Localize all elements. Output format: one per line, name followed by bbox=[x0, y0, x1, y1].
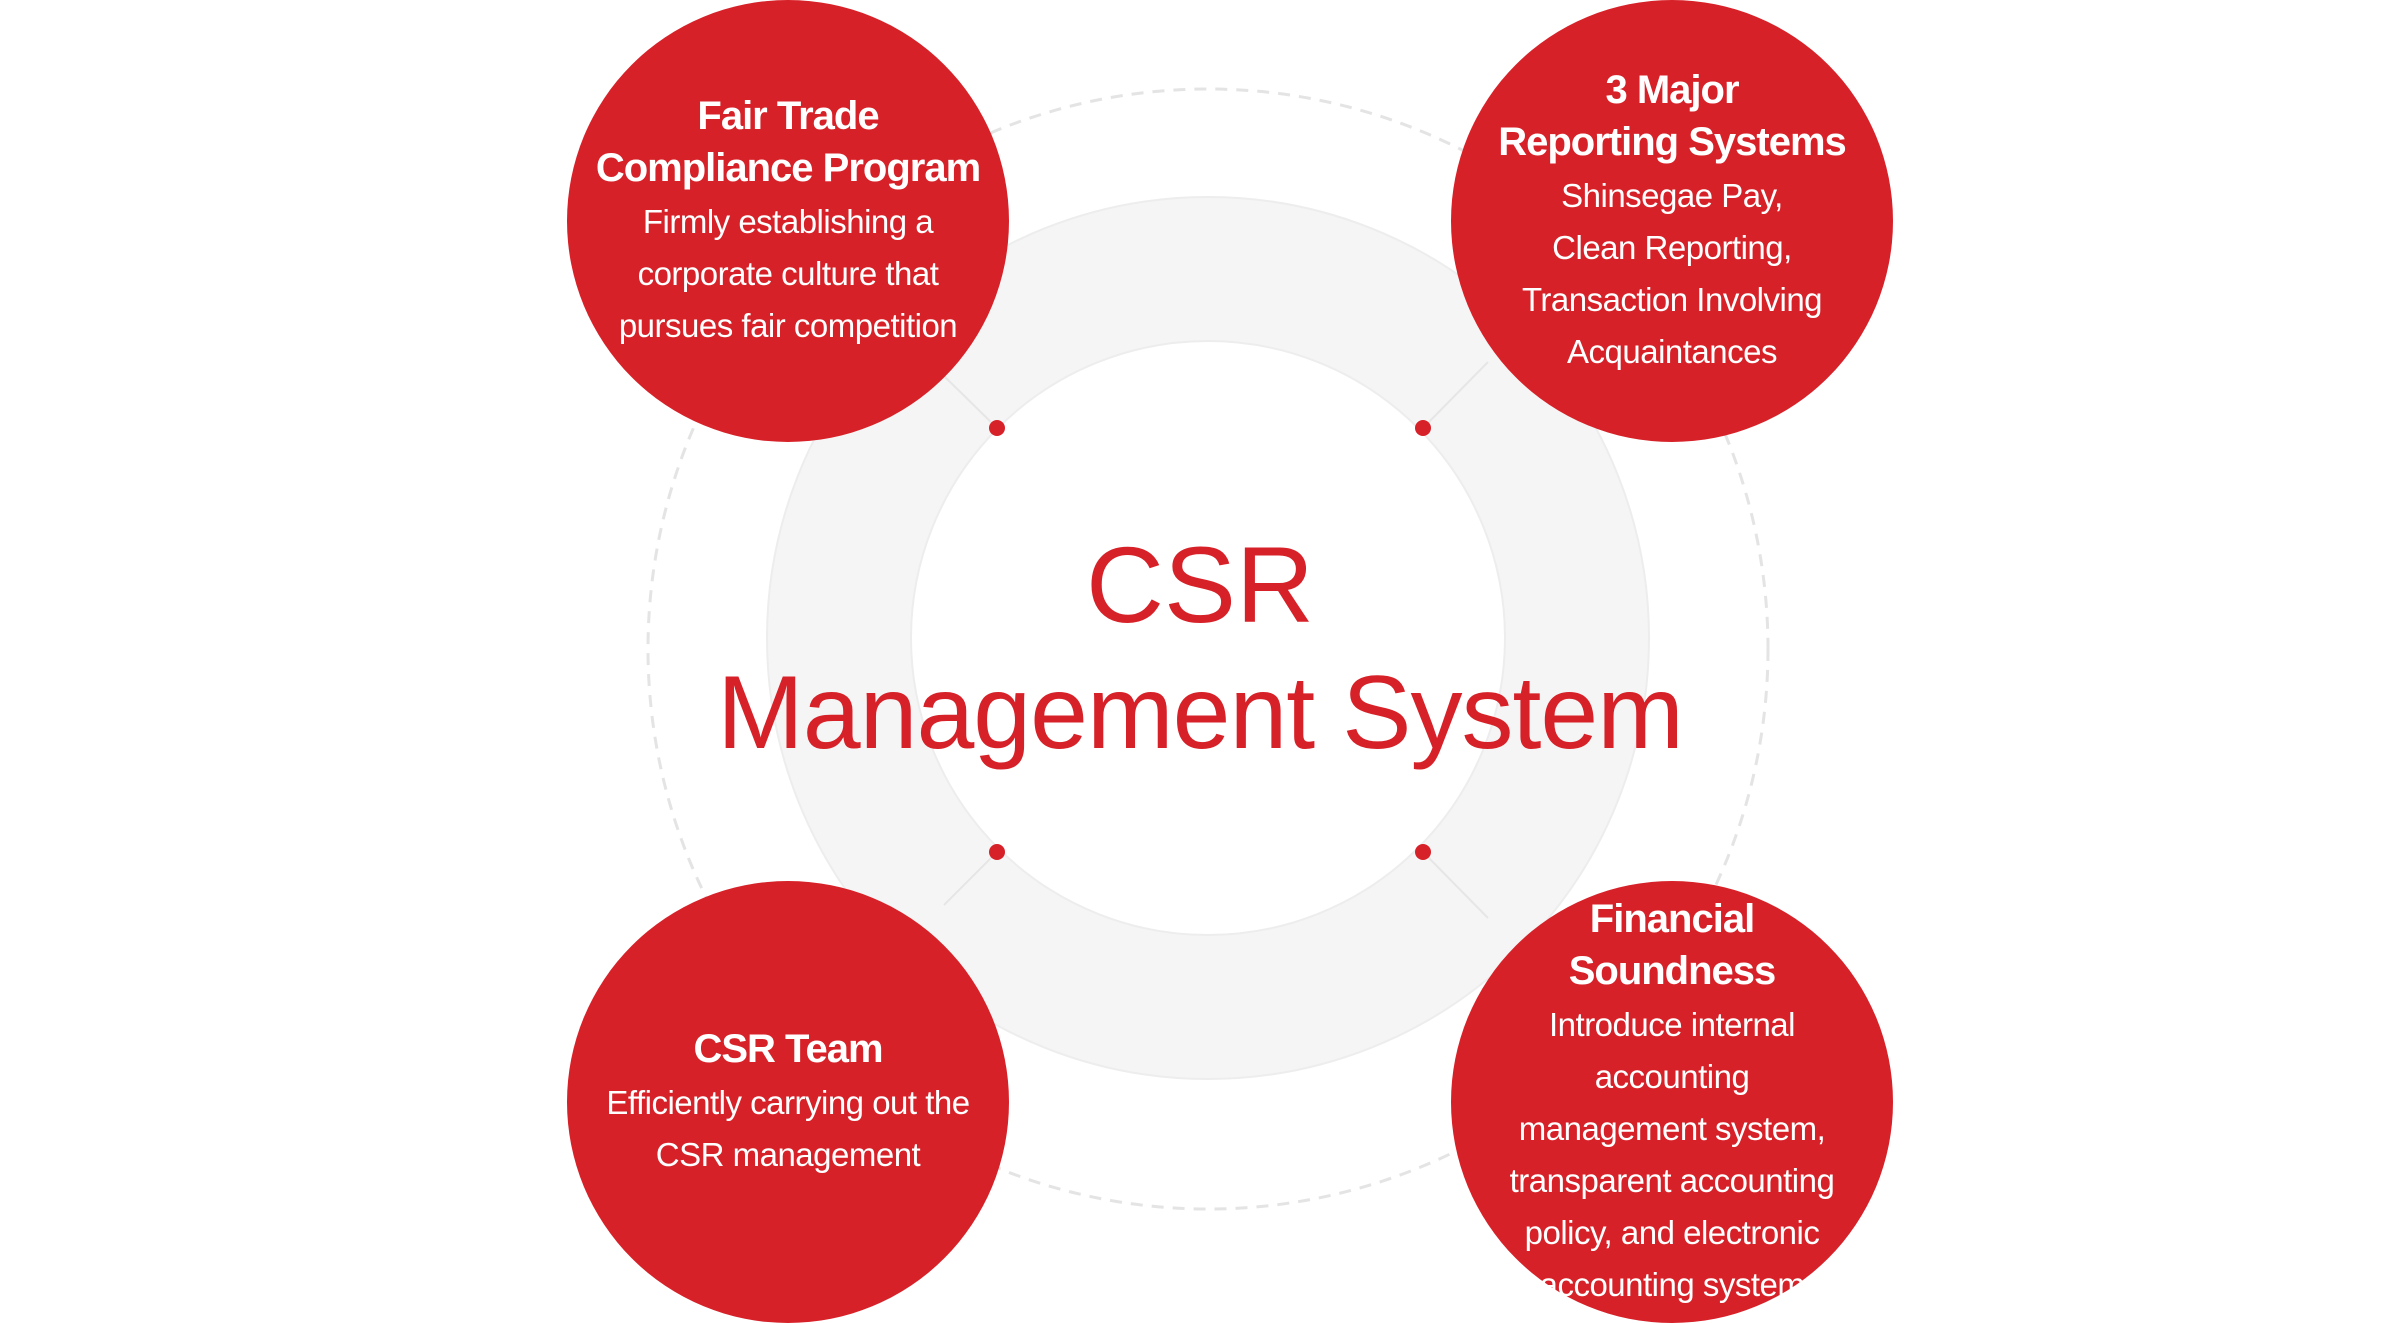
center-title-line-2: Management System bbox=[717, 655, 1684, 771]
gray-ring bbox=[767, 197, 1649, 1079]
node-fair-trade-compliance-program: Fair Trade Compliance Program Firmly est… bbox=[567, 0, 1009, 442]
node-title: 3 Major Reporting Systems bbox=[1498, 68, 1847, 164]
node-description: Efficiently carrying out the CSR managem… bbox=[606, 1084, 970, 1173]
node-title: Fair Trade Compliance Program bbox=[595, 94, 981, 190]
connector-top-left bbox=[943, 375, 998, 429]
gray-ring-outer-edge bbox=[766, 196, 1650, 1080]
connector-top-right bbox=[1422, 361, 1489, 429]
node-csr-team: CSR Team Efficiently carrying out the CS… bbox=[567, 881, 1009, 1323]
node-description: Shinsegae Pay, Clean Reporting, Transact… bbox=[1521, 177, 1823, 370]
node-description: Firmly establishing a corporate culture … bbox=[618, 203, 958, 344]
node-description: Introduce internal accounting management… bbox=[1509, 1006, 1835, 1303]
gray-ring-inner-edge bbox=[910, 340, 1506, 936]
node-title: Financial Soundness bbox=[1568, 897, 1777, 993]
connector-dot-bottom-right bbox=[1415, 844, 1431, 860]
center-title-line-1: CSR bbox=[1085, 524, 1315, 645]
node-3-major-reporting-systems: 3 Major Reporting Systems Shinsegae Pay,… bbox=[1451, 0, 1893, 442]
connector-dot-top-left bbox=[989, 420, 1005, 436]
outer-dashed-circle bbox=[646, 87, 1770, 1211]
connector-bottom-right bbox=[1422, 851, 1489, 919]
connector-dot-top-right bbox=[1415, 420, 1431, 436]
node-title: CSR Team bbox=[693, 1027, 883, 1071]
connector-dot-bottom-left bbox=[989, 844, 1005, 860]
node-financial-soundness: Financial Soundness Introduce internal a… bbox=[1451, 881, 1893, 1323]
connector-bottom-left bbox=[943, 851, 998, 906]
center-title: CSR Management System bbox=[600, 520, 1800, 776]
